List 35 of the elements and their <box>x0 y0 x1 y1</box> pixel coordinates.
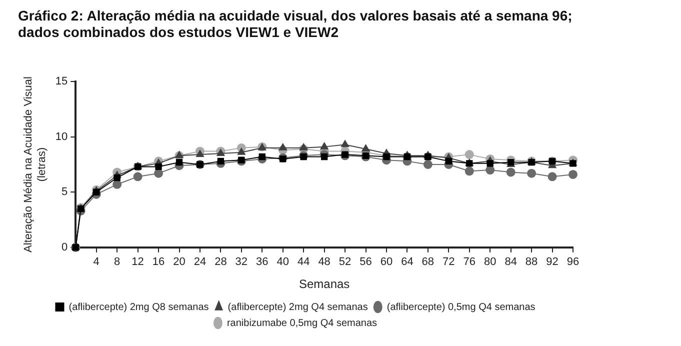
x-axis-title: Semanas <box>298 277 350 292</box>
y-tick-label: 10 <box>55 130 68 143</box>
x-tick-label: 4 <box>93 256 100 268</box>
legend-label: (aflibercepte) 2mg Q4 semanas <box>228 302 368 313</box>
legend-label: (aflibercepte) 0,5mg Q4 semanas <box>386 302 536 313</box>
x-tick-label: 76 <box>463 256 476 268</box>
x-tick-label: 52 <box>338 256 352 268</box>
x-tick-label: 16 <box>152 256 165 268</box>
x-tick-label: 96 <box>566 256 580 268</box>
x-tick-label: 12 <box>132 256 144 268</box>
x-tick-label: 92 <box>546 256 558 268</box>
x-tick-label: 68 <box>422 256 434 268</box>
x-tick-label: 20 <box>173 256 186 268</box>
x-tick-label: 8 <box>114 256 120 268</box>
legend-label: ranibizumabe 0,5mg Q4 semanas <box>226 318 378 329</box>
y-tick-label: 15 <box>55 76 68 88</box>
x-tick-label: 40 <box>276 256 289 268</box>
x-tick-label: 28 <box>214 256 227 268</box>
x-tick-label: 72 <box>442 256 455 268</box>
x-tick-label: 88 <box>525 256 538 268</box>
x-tick-label: 64 <box>401 256 414 268</box>
x-tick-label: 56 <box>360 256 372 268</box>
x-tick-label: 80 <box>484 256 496 268</box>
y-tick-label: 5 <box>62 186 68 198</box>
y-axis-title: Alteração Média na Acuidade Visual (letras) <box>22 76 48 252</box>
chart-title: Gráfico 2: Alteração média na acuidade visual, dos valores basais até a semana 96; dados combinados dos estudos VIEW1 e VIEW2 <box>18 7 572 40</box>
x-tick-label: 48 <box>318 256 330 268</box>
x-tick-label: 60 <box>380 256 393 268</box>
x-tick-label: 36 <box>256 256 268 268</box>
x-tick-label: 84 <box>504 256 517 268</box>
x-tick-label: 44 <box>297 256 310 268</box>
legend-label: (aflibercepte) 2mg Q8 semanas <box>68 302 209 313</box>
x-tick-label: 24 <box>194 256 206 268</box>
y-tick-label: 0 <box>62 241 68 254</box>
x-tick-label: 32 <box>235 256 248 268</box>
